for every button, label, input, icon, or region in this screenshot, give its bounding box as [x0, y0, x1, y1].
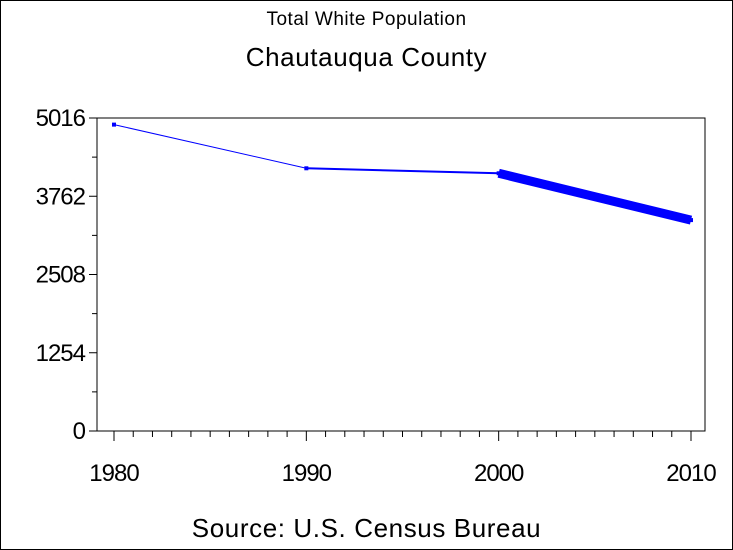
data-point: [304, 166, 309, 171]
x-tick-label: 2010: [666, 460, 716, 487]
source-note: Source: U.S. Census Bureau: [191, 513, 542, 543]
y-tick-label: 3762: [36, 183, 86, 210]
chart-title: Total White Population: [266, 9, 467, 30]
y-axis: 0 1254 2508 3762 5016: [36, 105, 97, 445]
data-point: [496, 171, 501, 176]
series-layer: [112, 122, 693, 225]
series-line-segment: [306, 167, 499, 175]
y-tick-label: 2508: [36, 262, 86, 289]
chart-subtitle: Chautauqua County: [245, 42, 488, 72]
x-tick-label: 1990: [282, 460, 332, 487]
y-tick-label: 1254: [36, 340, 86, 367]
data-point: [689, 218, 693, 223]
x-tick-label: 2000: [474, 460, 524, 487]
x-axis: 1980 1990 2000 2010: [89, 431, 717, 487]
series-line-segment: [497, 168, 693, 225]
x-tick-label: 1980: [89, 460, 139, 487]
data-point: [112, 122, 116, 127]
series-line-segment: [113, 124, 307, 169]
y-tick-label: 5016: [36, 105, 86, 132]
y-tick-label: 0: [73, 418, 86, 445]
plot-area: [96, 117, 706, 432]
